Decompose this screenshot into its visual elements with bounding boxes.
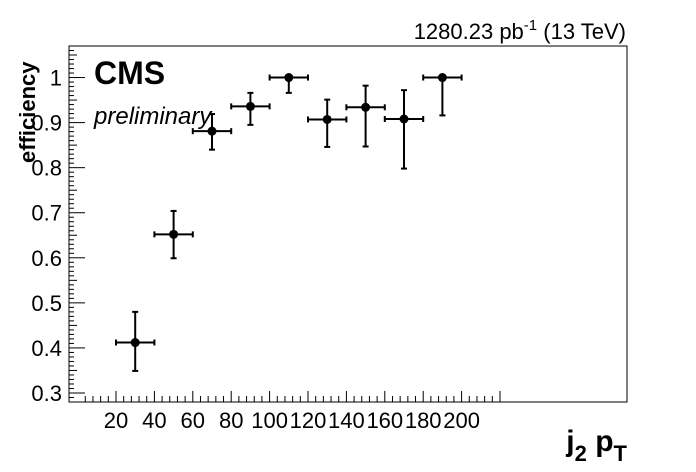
x-tick-label: 140: [328, 408, 365, 433]
x-tick-label: 80: [219, 408, 243, 433]
y-tick-label: 0.7: [31, 201, 62, 226]
plot-frame: [68, 45, 628, 403]
data-point: [422, 73, 463, 117]
x-axis-title: j2 pT: [565, 425, 627, 466]
data-point: [307, 98, 348, 148]
point-marker: [399, 114, 409, 124]
y-axis-ticks: [69, 50, 85, 398]
x-axis-ticks: [84, 391, 501, 402]
y-axis-tick-labels: 0.3 0.4 0.5 0.6 0.7 0.8 0.9 1: [31, 66, 62, 406]
data-point: [345, 84, 386, 148]
point-marker: [169, 229, 179, 239]
x-tick-label: 40: [142, 408, 166, 433]
y-tick-label: 0.5: [31, 291, 62, 316]
y-tick-label: 1: [50, 66, 62, 91]
x-tick-label: 160: [366, 408, 403, 433]
luminosity-label: 1280.23 pb-1 (13 TeV): [414, 17, 626, 44]
data-point: [191, 113, 233, 151]
point-marker: [361, 102, 371, 112]
y-tick-label: 0.8: [31, 156, 62, 181]
x-axis-tick-labels: 20 40 60 80 100 120 140 160 180 200: [104, 408, 480, 433]
preliminary-label: preliminary: [93, 103, 213, 130]
plot-border: [68, 45, 628, 403]
y-axis-title: efficiency: [15, 61, 40, 163]
point-marker: [207, 126, 217, 136]
point-marker: [437, 73, 447, 83]
data-point: [115, 310, 156, 372]
point-marker: [322, 114, 332, 124]
point-marker: [245, 101, 255, 111]
x-tick-label: 200: [443, 408, 480, 433]
x-tick-label: 180: [405, 408, 442, 433]
x-tick-label: 120: [290, 408, 327, 433]
y-tick-label: 0.9: [31, 111, 62, 136]
data-point: [268, 73, 309, 94]
y-tick-label: 0.3: [31, 381, 62, 406]
point-marker: [284, 73, 294, 83]
cms-label: CMS: [94, 55, 165, 91]
data-point: [230, 91, 271, 126]
x-tick-label: 20: [104, 408, 128, 433]
data-points: [115, 73, 463, 372]
point-marker: [130, 338, 140, 348]
x-tick-label: 60: [181, 408, 205, 433]
data-point: [153, 209, 194, 260]
y-tick-label: 0.4: [31, 336, 62, 361]
x-tick-label: 100: [251, 408, 288, 433]
y-tick-label: 0.6: [31, 246, 62, 271]
data-point: [383, 89, 425, 170]
